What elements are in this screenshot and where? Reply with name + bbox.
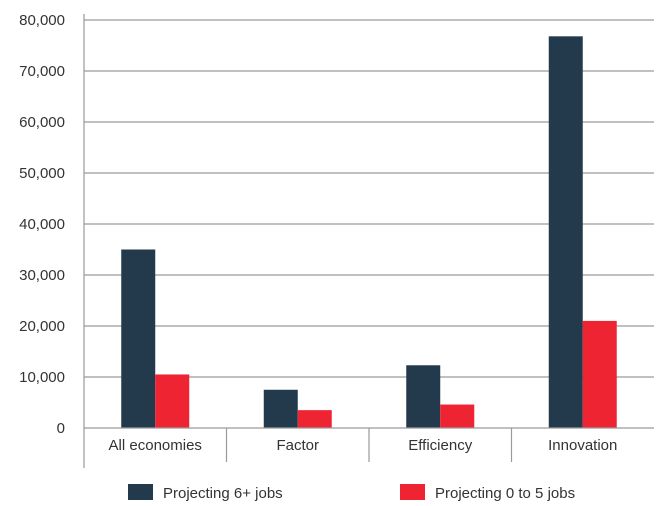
legend-swatch [128,484,153,500]
y-tick-label: 40,000 [19,216,65,233]
x-tick-label: Efficiency [408,437,472,454]
y-tick-label: 50,000 [19,165,65,182]
axes [83,14,654,468]
x-tick-label: All economies [109,437,202,454]
bars [121,36,617,428]
bar [440,404,475,428]
y-tick-label: 80,000 [19,12,65,29]
legend: Projecting 6+ jobs Projecting 0 to 5 jobs [128,484,575,502]
x-tick-label: Factor [276,437,319,454]
bar [548,36,583,428]
bar [155,374,190,428]
bar [406,365,441,428]
legend-label: Projecting 6+ jobs [163,485,283,501]
axis-labels: 0 10,000 20,000 30,000 40,000 50,000 60,000 70,… [19,12,617,454]
y-tick-label: 0 [57,420,65,437]
y-tick-label: 70,000 [19,63,65,80]
bar [297,410,332,428]
y-tick-label: 60,000 [19,114,65,131]
legend-label: Projecting 0 to 5 jobs [435,485,575,501]
y-tick-label: 30,000 [19,267,65,284]
bar [582,320,617,428]
bar [121,249,156,428]
y-tick-label: 10,000 [19,369,65,386]
x-tick-label: Innovation [548,437,617,454]
legend-swatch [400,484,425,500]
bar [263,389,298,428]
gridlines [84,19,654,378]
y-tick-label: 20,000 [19,318,65,335]
